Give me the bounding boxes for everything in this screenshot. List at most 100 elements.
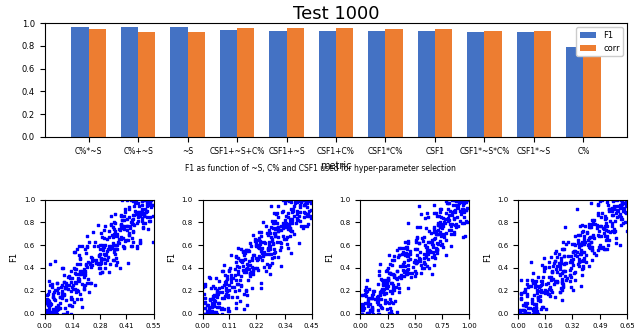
Point	[64, 274, 74, 279]
Point	[530, 310, 540, 315]
Point	[306, 213, 316, 218]
Point	[367, 308, 377, 313]
Point	[437, 225, 447, 231]
Point	[362, 277, 372, 282]
Point	[364, 310, 374, 315]
Point	[531, 311, 541, 316]
Point	[574, 245, 584, 250]
Point	[127, 220, 138, 225]
Bar	[71, 27, 88, 137]
Point	[207, 304, 217, 309]
Point	[266, 224, 276, 229]
Point	[381, 283, 391, 288]
Point	[460, 207, 470, 213]
Point	[102, 246, 113, 251]
Point	[81, 250, 91, 256]
Point	[436, 206, 446, 212]
Point	[209, 293, 219, 299]
Point	[579, 236, 589, 242]
Point	[363, 299, 373, 304]
Point	[577, 239, 588, 244]
Point	[137, 207, 147, 212]
Point	[591, 225, 602, 230]
Point	[442, 211, 452, 216]
Point	[239, 306, 249, 311]
Point	[241, 247, 251, 252]
Point	[579, 255, 589, 260]
Point	[269, 226, 280, 232]
Point	[286, 206, 296, 212]
Point	[67, 276, 77, 281]
Point	[398, 267, 408, 273]
Point	[533, 295, 543, 301]
Point	[579, 242, 589, 247]
Point	[298, 197, 308, 202]
Point	[385, 271, 395, 276]
Point	[239, 269, 250, 275]
Point	[141, 197, 151, 202]
Point	[410, 273, 420, 278]
Point	[609, 197, 620, 202]
Point	[58, 265, 68, 270]
Point	[595, 224, 605, 229]
Point	[205, 311, 215, 316]
Point	[233, 245, 243, 250]
Point	[129, 229, 139, 234]
Point	[204, 307, 214, 312]
Point	[461, 205, 472, 211]
Point	[385, 296, 395, 301]
Point	[433, 221, 444, 227]
Point	[206, 309, 216, 314]
Point	[377, 286, 387, 291]
Point	[400, 268, 410, 274]
Point	[208, 311, 218, 316]
Point	[565, 259, 575, 264]
Point	[222, 288, 232, 293]
Point	[294, 213, 304, 218]
Point	[576, 283, 586, 288]
Point	[253, 267, 264, 273]
Point	[80, 247, 90, 252]
Point	[86, 258, 97, 264]
Point	[240, 256, 250, 262]
Point	[551, 248, 561, 254]
Point	[94, 265, 104, 271]
Point	[548, 263, 558, 268]
Point	[518, 308, 528, 313]
Point	[82, 264, 92, 270]
Point	[616, 222, 627, 227]
Point	[594, 233, 604, 239]
Point	[610, 218, 620, 224]
Point	[445, 208, 456, 214]
Point	[436, 214, 446, 220]
Point	[256, 246, 266, 251]
Point	[587, 244, 597, 249]
Point	[122, 238, 132, 243]
Point	[441, 252, 451, 257]
Point	[291, 200, 301, 205]
Point	[588, 218, 598, 224]
Point	[118, 235, 129, 241]
Point	[373, 294, 383, 299]
Point	[142, 197, 152, 202]
Point	[533, 295, 543, 300]
Point	[109, 231, 119, 236]
Point	[214, 289, 224, 295]
Point	[441, 231, 451, 236]
Point	[61, 310, 72, 315]
Point	[396, 273, 406, 278]
Point	[578, 241, 588, 247]
Point	[573, 256, 584, 261]
Point	[569, 248, 579, 253]
Point	[248, 232, 258, 238]
Point	[205, 276, 215, 281]
Point	[557, 278, 567, 283]
Point	[433, 222, 444, 228]
Point	[257, 249, 267, 255]
Point	[207, 304, 217, 309]
Point	[516, 297, 526, 302]
Point	[432, 232, 442, 237]
Point	[109, 257, 119, 262]
Point	[593, 232, 603, 238]
Point	[198, 311, 209, 316]
